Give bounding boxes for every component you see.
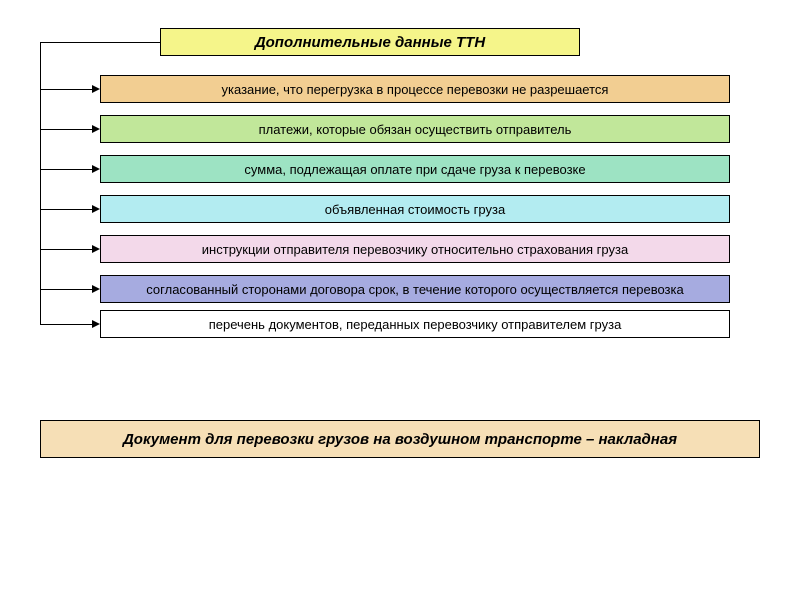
footer-box: Документ для перевозки грузов на воздушн…	[40, 420, 760, 458]
footer-text: Документ для перевозки грузов на воздушн…	[123, 431, 677, 448]
arrow-line-6	[40, 324, 94, 325]
arrow-line-5	[40, 289, 94, 290]
arrow-head-1	[92, 125, 100, 133]
item-text-1: платежи, которые обязан осуществить отпр…	[259, 122, 572, 137]
arrow-head-4	[92, 245, 100, 253]
bracket-top	[40, 42, 160, 43]
arrow-head-3	[92, 205, 100, 213]
arrow-line-1	[40, 129, 94, 130]
arrow-head-5	[92, 285, 100, 293]
arrow-head-6	[92, 320, 100, 328]
item-text-4: инструкции отправителя перевозчику относ…	[202, 242, 628, 257]
arrow-head-0	[92, 85, 100, 93]
item-box-1: платежи, которые обязан осуществить отпр…	[100, 115, 730, 143]
bracket-vertical	[40, 42, 41, 325]
item-text-6: перечень документов, переданных перевозч…	[209, 317, 622, 332]
item-box-2: сумма, подлежащая оплате при сдаче груза…	[100, 155, 730, 183]
item-box-4: инструкции отправителя перевозчику относ…	[100, 235, 730, 263]
diagram-container: Дополнительные данные ТТН указание, что …	[0, 0, 800, 600]
title-box: Дополнительные данные ТТН	[160, 28, 580, 56]
item-text-2: сумма, подлежащая оплате при сдаче груза…	[244, 162, 585, 177]
item-text-0: указание, что перегрузка в процессе пере…	[222, 82, 609, 97]
item-box-3: объявленная стоимость груза	[100, 195, 730, 223]
title-text: Дополнительные данные ТТН	[255, 34, 485, 51]
arrow-head-2	[92, 165, 100, 173]
item-text-3: объявленная стоимость груза	[325, 202, 505, 217]
arrow-line-2	[40, 169, 94, 170]
item-text-5: согласованный сторонами договора срок, в…	[146, 282, 683, 297]
arrow-line-0	[40, 89, 94, 90]
item-box-6: перечень документов, переданных перевозч…	[100, 310, 730, 338]
arrow-line-3	[40, 209, 94, 210]
arrow-line-4	[40, 249, 94, 250]
item-box-5: согласованный сторонами договора срок, в…	[100, 275, 730, 303]
item-box-0: указание, что перегрузка в процессе пере…	[100, 75, 730, 103]
